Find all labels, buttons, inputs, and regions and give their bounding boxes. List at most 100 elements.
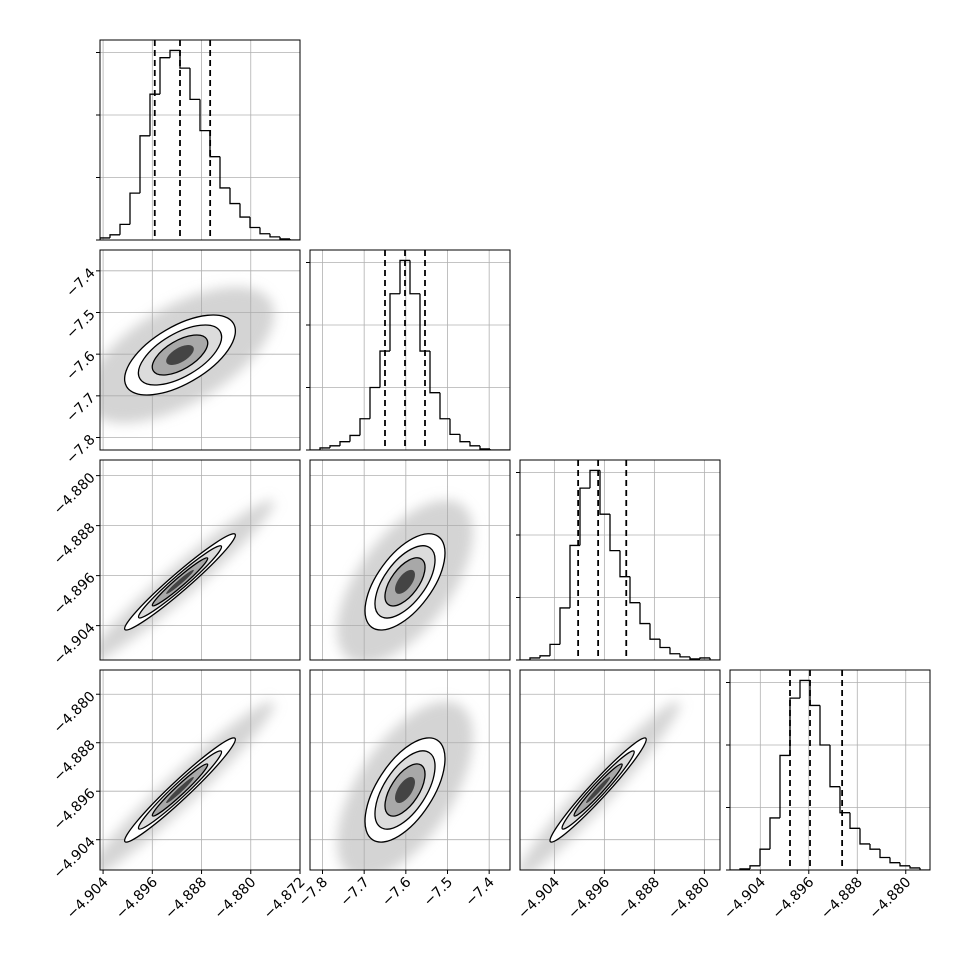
- histogram-step: [289, 238, 300, 240]
- histogram-step: [669, 647, 680, 655]
- panel-frame: [309, 249, 511, 451]
- histogram-step: [459, 434, 470, 443]
- y-tick-label: −4.888: [51, 520, 99, 568]
- histogram-step: [559, 607, 570, 645]
- y-tick-label: −7.8: [63, 432, 98, 467]
- contour: [586, 776, 611, 804]
- histogram-step: [889, 857, 900, 864]
- histogram-step: [629, 576, 640, 604]
- histogram-step: [899, 862, 910, 867]
- histogram-step: [639, 602, 650, 625]
- histogram-step: [379, 350, 390, 388]
- panel: [100, 460, 300, 660]
- histogram-step: [649, 623, 660, 640]
- histogram-step: [489, 448, 500, 450]
- histogram-step: [689, 656, 700, 660]
- histogram-step: [169, 49, 180, 58]
- y-tick-label: −4.904: [51, 620, 99, 668]
- panel: [100, 40, 300, 240]
- histogram-step: [539, 655, 550, 658]
- panel-frame: [99, 39, 301, 241]
- y-tick-label: −4.880: [51, 470, 99, 518]
- histogram-step: [749, 865, 760, 869]
- contour: [395, 569, 416, 594]
- x-tick-label: −4.904: [64, 874, 112, 922]
- contour: [166, 345, 194, 366]
- histogram-step: [599, 470, 610, 515]
- histogram-step: [449, 418, 460, 436]
- histogram-step: [569, 544, 580, 608]
- panel-frame: [519, 669, 721, 871]
- panel: [100, 670, 300, 870]
- histogram-step: [919, 867, 930, 870]
- histogram-step: [429, 351, 440, 394]
- y-tick-label: −4.896: [51, 570, 99, 618]
- histogram-step: [279, 236, 290, 240]
- histogram-step: [349, 434, 360, 442]
- histogram-step: [209, 130, 220, 158]
- histogram-step: [609, 514, 620, 552]
- histogram-step: [799, 679, 810, 699]
- histogram-step: [369, 386, 380, 419]
- histogram-step: [109, 234, 120, 238]
- x-tick-label: −4.888: [162, 874, 210, 922]
- histogram-step: [339, 441, 350, 446]
- contour: [394, 776, 415, 804]
- histogram-step: [359, 418, 370, 436]
- panel: [310, 460, 510, 660]
- histogram-step: [839, 786, 850, 814]
- histogram-step: [179, 50, 190, 69]
- histogram-step: [549, 643, 560, 656]
- x-tick-label: −4.896: [565, 874, 613, 922]
- histogram-step: [579, 487, 590, 546]
- histogram-step: [199, 99, 210, 132]
- histogram-step: [909, 865, 920, 869]
- panel: [520, 460, 720, 660]
- histogram-step: [219, 156, 230, 189]
- histogram-step: [529, 657, 540, 660]
- x-tick-label: −7.4: [462, 874, 497, 909]
- x-tick-label: −7.6: [379, 874, 414, 909]
- histogram-step: [419, 293, 430, 352]
- histogram-step: [479, 445, 490, 450]
- histogram-step: [139, 135, 150, 194]
- panel-frame: [99, 249, 301, 451]
- contour: [166, 569, 194, 594]
- histogram-step: [589, 469, 600, 489]
- y-tick-label: −7.7: [63, 390, 98, 425]
- histogram-step: [259, 227, 270, 235]
- contour: [166, 776, 194, 804]
- x-tick-label: −4.904: [721, 874, 769, 922]
- histogram-step: [769, 817, 780, 850]
- panel: [730, 670, 930, 870]
- histogram-step: [679, 653, 690, 658]
- histogram-step: [159, 57, 170, 95]
- panel: [520, 670, 720, 870]
- x-tick-label: −4.880: [866, 874, 914, 922]
- x-tick-label: −7.7: [337, 874, 372, 909]
- histogram-step: [829, 745, 840, 788]
- histogram-step: [319, 447, 330, 450]
- x-tick-label: −4.888: [818, 874, 866, 922]
- y-tick-label: −7.5: [63, 307, 98, 342]
- histogram-step: [849, 812, 860, 829]
- histogram-step: [659, 639, 670, 649]
- histogram-step: [759, 848, 770, 866]
- x-tick-label: −4.904: [515, 874, 563, 922]
- histogram-step: [879, 849, 890, 859]
- y-tick-label: −4.904: [51, 834, 99, 882]
- x-tick-label: −4.880: [665, 874, 713, 922]
- histogram-step: [399, 259, 410, 294]
- y-tick-label: −7.6: [63, 348, 98, 383]
- histogram-step: [189, 68, 200, 101]
- histogram-step: [869, 843, 880, 850]
- panel-frame: [519, 459, 721, 661]
- x-tick-label: −4.888: [615, 874, 663, 922]
- histogram-step: [789, 697, 800, 756]
- histogram-step: [249, 217, 260, 229]
- histogram-step: [329, 445, 340, 448]
- histogram-step: [439, 392, 450, 420]
- histogram-step: [709, 657, 720, 660]
- x-tick-label: −7.5: [421, 874, 456, 909]
- histogram-step: [129, 192, 140, 225]
